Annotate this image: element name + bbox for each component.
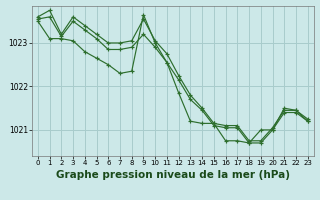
X-axis label: Graphe pression niveau de la mer (hPa): Graphe pression niveau de la mer (hPa)	[56, 170, 290, 180]
